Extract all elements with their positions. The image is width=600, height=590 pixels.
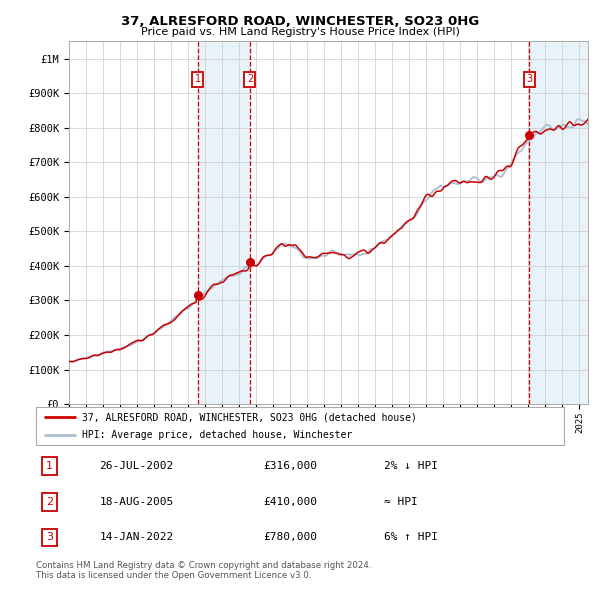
Text: £316,000: £316,000	[263, 461, 317, 471]
Text: Price paid vs. HM Land Registry's House Price Index (HPI): Price paid vs. HM Land Registry's House …	[140, 27, 460, 37]
Text: 18-AUG-2005: 18-AUG-2005	[100, 497, 173, 507]
Text: 2: 2	[247, 74, 253, 84]
Text: 37, ALRESFORD ROAD, WINCHESTER, SO23 0HG: 37, ALRESFORD ROAD, WINCHESTER, SO23 0HG	[121, 15, 479, 28]
Text: Contains HM Land Registry data © Crown copyright and database right 2024.
This d: Contains HM Land Registry data © Crown c…	[36, 560, 371, 580]
Text: HPI: Average price, detached house, Winchester: HPI: Average price, detached house, Winc…	[82, 430, 353, 440]
FancyBboxPatch shape	[36, 407, 564, 445]
Text: 1: 1	[46, 461, 53, 471]
Text: 37, ALRESFORD ROAD, WINCHESTER, SO23 0HG (detached house): 37, ALRESFORD ROAD, WINCHESTER, SO23 0HG…	[82, 412, 418, 422]
Text: 2: 2	[46, 497, 53, 507]
Bar	[529, 41, 588, 404]
Text: ≈ HPI: ≈ HPI	[385, 497, 418, 507]
Text: 1: 1	[195, 74, 201, 84]
Text: £780,000: £780,000	[263, 532, 317, 542]
Text: £410,000: £410,000	[263, 497, 317, 507]
Text: 14-JAN-2022: 14-JAN-2022	[100, 532, 173, 542]
Text: 26-JUL-2002: 26-JUL-2002	[100, 461, 173, 471]
Text: 6% ↑ HPI: 6% ↑ HPI	[385, 532, 439, 542]
Text: 2% ↓ HPI: 2% ↓ HPI	[385, 461, 439, 471]
Text: 3: 3	[526, 74, 532, 84]
Text: 3: 3	[46, 532, 53, 542]
Bar	[198, 41, 250, 404]
